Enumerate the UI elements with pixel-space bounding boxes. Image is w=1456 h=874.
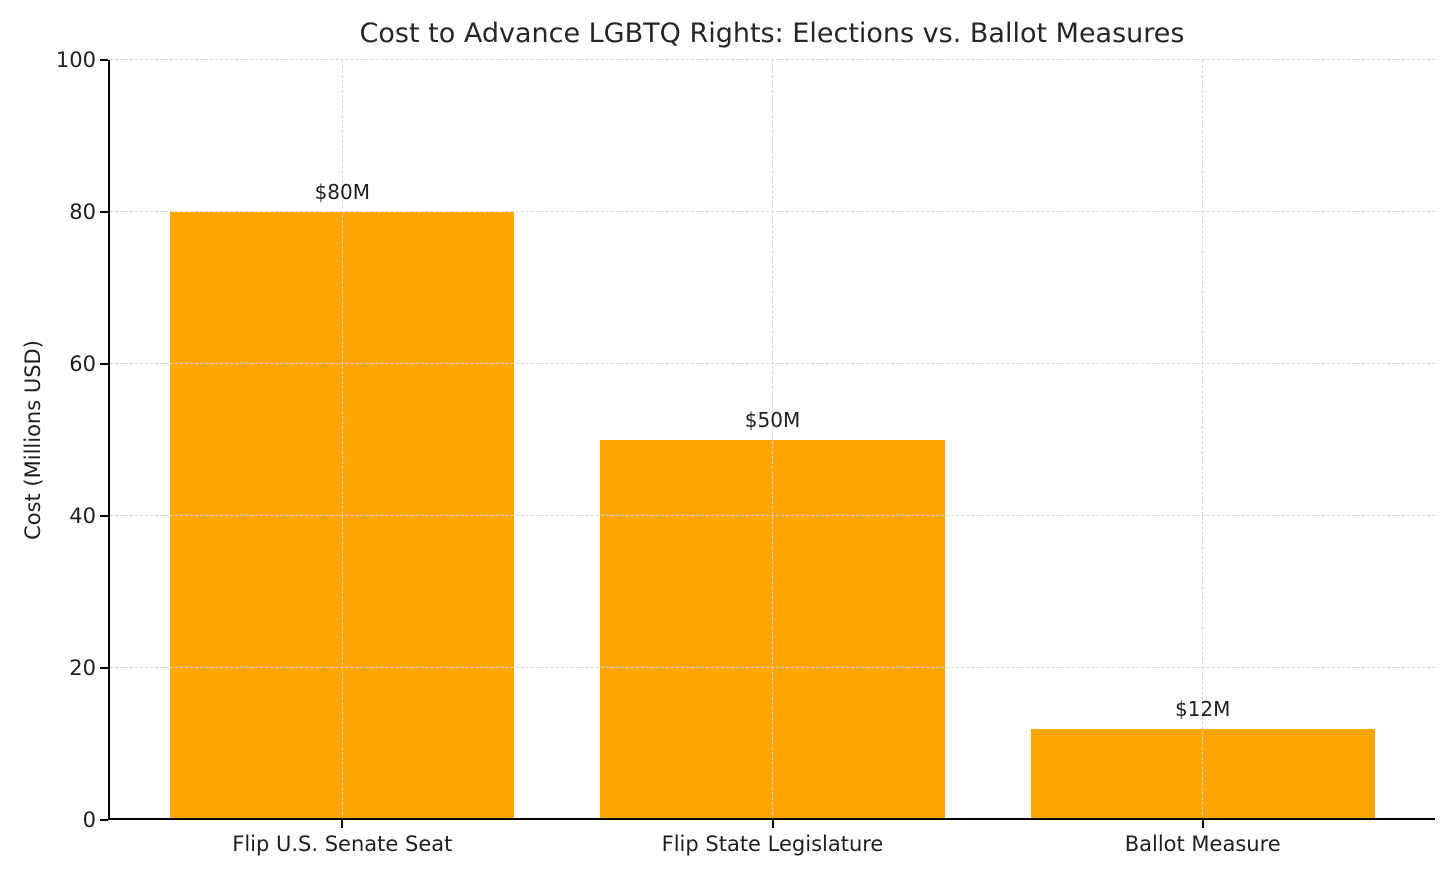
y-tick-mark: [100, 667, 108, 669]
y-tick-mark: [100, 211, 108, 213]
y-tick-mark: [100, 59, 108, 61]
v-gridline: [771, 60, 773, 820]
x-tick-mark: [1201, 820, 1204, 828]
plot-area: 0 20 40 60 80 100 Flip U.S. Senate Seat $80M Fli…: [56, 48, 1435, 856]
y-tick-mark: [100, 363, 108, 365]
y-tick-label: 40: [69, 504, 96, 528]
y-tick-mark: [100, 819, 108, 821]
x-tick-mark: [771, 820, 774, 828]
h-gridline: [110, 59, 1435, 61]
x-tick-label: Flip State Legislature: [661, 832, 884, 856]
x-tick-label: Ballot Measure: [1124, 832, 1281, 856]
y-tick-label: 20: [69, 656, 96, 680]
y-axis-spine: [108, 60, 110, 820]
y-axis-label: Cost (Millions USD): [21, 340, 45, 540]
y-tick-mark: [100, 515, 108, 517]
x-tick-label: Flip U.S. Senate Seat: [232, 832, 453, 856]
bar-value-label: $12M: [1174, 696, 1231, 721]
bar-value-label: $80M: [314, 180, 371, 204]
v-gridline: [341, 60, 343, 820]
y-tick-label: 0: [82, 808, 96, 832]
y-tick-label: 60: [69, 352, 96, 376]
x-tick-mark: [341, 820, 344, 828]
y-tick-label: 80: [69, 200, 96, 224]
y-tick-label: 100: [55, 48, 96, 72]
x-axis-spine: [108, 818, 1435, 820]
bar-value-label: $50M: [744, 408, 801, 432]
chart-title: Cost to Advance LGBTQ Rights: Elections …: [359, 18, 1185, 49]
v-gridline: [1201, 60, 1203, 820]
